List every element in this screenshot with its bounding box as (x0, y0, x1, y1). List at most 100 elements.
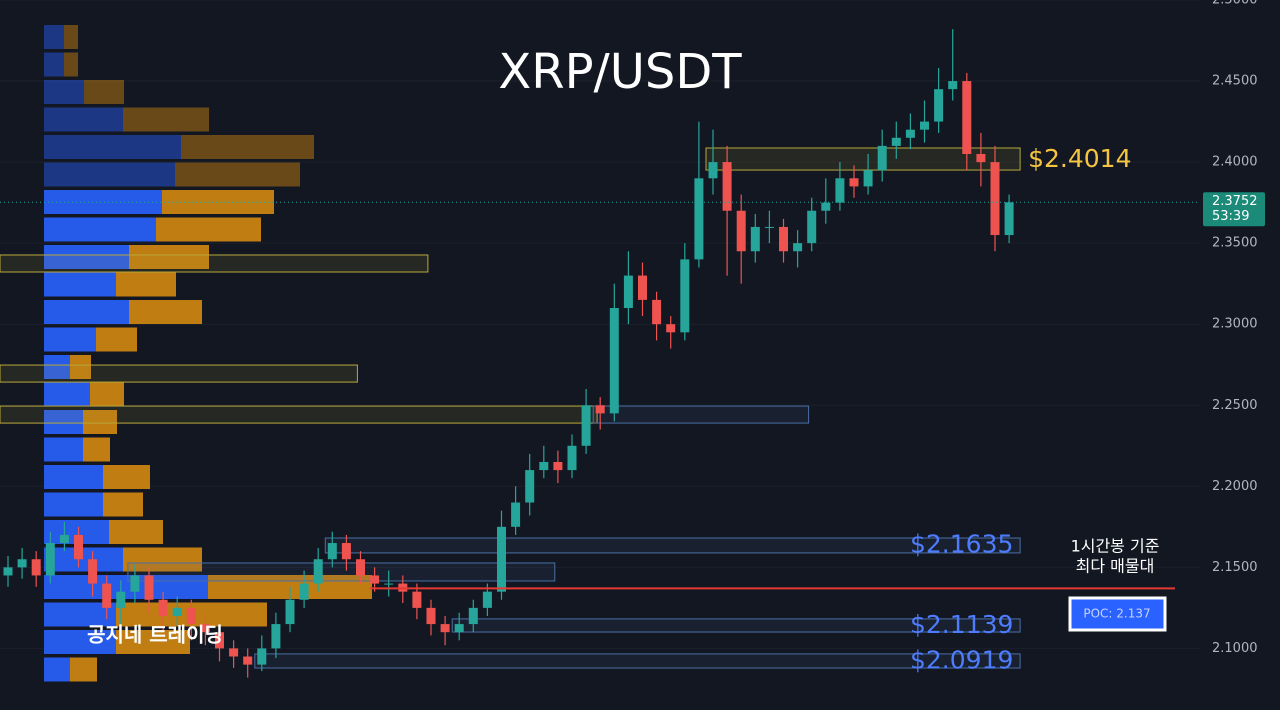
profile-buy (44, 355, 70, 379)
candle-body (370, 575, 380, 584)
y-tick-label: 2.4500 (1212, 74, 1258, 89)
candle-body (849, 178, 859, 187)
candle-body (31, 559, 41, 576)
zone (127, 562, 556, 582)
profile-sell (181, 135, 314, 159)
chart-title: XRP/USDT (498, 44, 742, 100)
profile-buy (44, 575, 208, 599)
candle-body (764, 226, 774, 228)
candle-body (595, 405, 605, 414)
candle-body (59, 534, 69, 544)
profile-sell (129, 245, 209, 269)
profile-sell (129, 300, 202, 324)
candle-body (905, 129, 915, 138)
profile-sell (162, 190, 274, 214)
profile-buy (44, 327, 96, 352)
profile-buy (44, 272, 116, 297)
candle-body (426, 607, 436, 625)
zone (592, 405, 810, 424)
candle-body (497, 526, 506, 592)
candle-body (299, 583, 309, 600)
candle-body (652, 299, 662, 325)
zone (0, 405, 598, 424)
profile-sell (64, 52, 78, 77)
poc-box (1068, 596, 1167, 632)
candle-body (539, 461, 549, 471)
candle-body (313, 559, 323, 584)
candle-body (454, 624, 464, 633)
candle-body (172, 607, 182, 616)
candle-body (609, 307, 619, 414)
candle-body (102, 583, 112, 608)
profile-sell (175, 162, 300, 187)
candle-body (468, 607, 478, 625)
y-tick-label: 2.1000 (1212, 641, 1258, 656)
level-label: $2.0919 (910, 646, 1013, 675)
profile-buy (44, 107, 123, 132)
candle-body (976, 153, 986, 163)
y-tick-label: 2.5000 (1212, 0, 1258, 8)
y-tick-label: 2.2500 (1212, 398, 1258, 413)
profile-sell (90, 382, 124, 407)
candle-body (891, 137, 901, 146)
profile-sell (70, 657, 97, 682)
candle-body (736, 210, 746, 252)
candle-body (229, 648, 239, 657)
candle-body (88, 559, 98, 584)
candle-body (341, 543, 351, 560)
profile-sell (116, 272, 176, 297)
profile-buy (44, 547, 123, 572)
candle-body (327, 543, 337, 560)
y-tick-label: 2.3000 (1212, 317, 1258, 332)
candle-body (793, 243, 803, 252)
candle-body (158, 599, 168, 616)
candle-body (750, 226, 760, 252)
profile-buy (44, 25, 64, 49)
candle-body (962, 81, 972, 154)
candle-body (638, 275, 647, 300)
profile-sell (70, 355, 91, 379)
profile-sell (83, 437, 110, 462)
candle-body (525, 470, 535, 503)
candle-body (74, 534, 83, 560)
candle-body (215, 632, 224, 649)
profile-buy (44, 217, 156, 242)
poc-label: POC: 2.137 (1083, 607, 1150, 621)
profile-sell (96, 327, 137, 352)
candle-body (863, 170, 873, 187)
profile-buy (44, 190, 162, 214)
candle-body (553, 461, 563, 471)
y-tick-label: 2.1500 (1212, 560, 1258, 575)
candle-body (384, 583, 394, 585)
candle-body (45, 543, 55, 576)
zone (0, 364, 358, 383)
watermark: 공지네 트레이딩 (87, 623, 223, 647)
candle-body (200, 624, 210, 633)
y-tick-label: 2.3500 (1212, 236, 1258, 251)
candle-body (779, 226, 788, 252)
profile-sell (84, 80, 124, 104)
candle-body (708, 162, 718, 179)
candle-body (257, 648, 267, 665)
profile-sell (156, 217, 261, 242)
candle-body (285, 599, 295, 625)
y-tick-label: 2.4000 (1212, 155, 1258, 170)
zone (705, 147, 1021, 171)
poc-note: 최다 매물대 (1076, 557, 1155, 576)
profile-buy (44, 300, 129, 324)
profile-sell (103, 492, 143, 517)
candle-body (990, 162, 1000, 236)
profile-sell (123, 107, 209, 132)
profile-buy (44, 52, 64, 77)
candle-body (722, 162, 732, 211)
poc-note: 1시간봉 기준 (1071, 537, 1160, 556)
profile-buy (44, 80, 84, 104)
candle-body (17, 559, 27, 568)
profile-buy (44, 465, 103, 489)
candle-body (934, 89, 944, 122)
candle-body (680, 259, 690, 333)
candle-body (567, 445, 577, 471)
y-tick-label: 2.2000 (1212, 479, 1258, 494)
price-tag-value: 2.3752 (1212, 194, 1258, 209)
